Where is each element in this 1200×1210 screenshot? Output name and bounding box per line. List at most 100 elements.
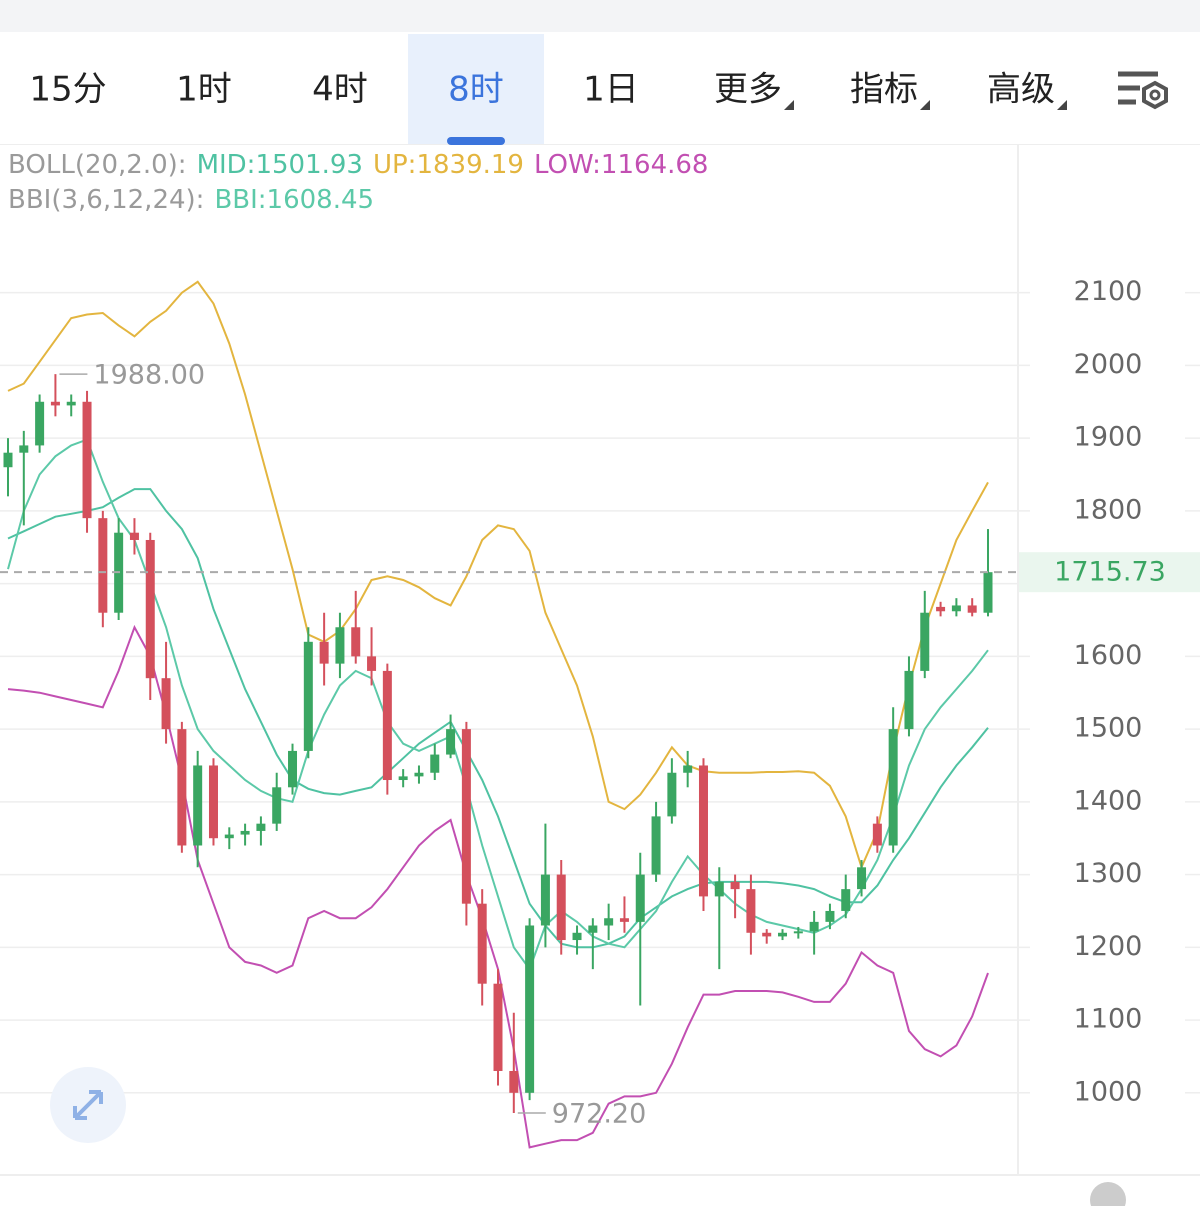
candle-body: [477, 903, 487, 984]
y-tick-label: 1600: [1074, 640, 1143, 671]
candle-body: [208, 765, 218, 839]
candle-body: [367, 656, 377, 671]
tab[interactable]: 指标: [850, 70, 918, 110]
candle-body: [936, 606, 946, 612]
candle-body: [288, 750, 298, 788]
candle-body: [256, 823, 266, 831]
candle-body: [303, 641, 313, 751]
extreme-label: 972.20: [552, 1099, 646, 1130]
candle-body: [967, 605, 977, 613]
legend: BOLL(20,2.0): MID:1501.93 UP:1839.19 LOW:11…: [8, 150, 708, 215]
candle-body: [446, 729, 456, 755]
candle-body: [667, 772, 677, 817]
candle-body: [762, 932, 772, 937]
y-tick-label: 2100: [1074, 276, 1143, 307]
tab[interactable]: 更多: [714, 70, 782, 110]
candle-body: [66, 401, 76, 406]
candle-body: [651, 816, 661, 875]
candle-body: [161, 678, 171, 730]
candle-body: [3, 452, 13, 468]
candle-body: [588, 925, 598, 933]
candle-body: [714, 881, 724, 897]
tab-divider: [0, 144, 1200, 145]
tab-underline: [447, 137, 505, 145]
candle-body: [414, 772, 424, 777]
candle-body: [82, 401, 92, 519]
candle-body: [778, 932, 788, 937]
candle-body: [857, 867, 867, 890]
candle-body: [841, 889, 851, 911]
candle-body: [129, 532, 139, 540]
candle-body: [145, 539, 155, 679]
candle-body: [509, 1070, 519, 1093]
candle-body: [951, 605, 961, 612]
legend-entry: LOW:1164.68: [534, 150, 708, 180]
tab-bar: 15分 1时 4时 8时 1日 更多 指标 高级: [29, 34, 1067, 145]
candle-body: [193, 765, 203, 846]
tab-highlight: [408, 34, 544, 144]
grid: 1000110012001300140015001600170018001900…: [0, 276, 1200, 1107]
candle-body: [793, 931, 803, 934]
candle-body: [430, 754, 440, 773]
candle-body: [540, 874, 550, 926]
legend-entry: UP:1839.19: [373, 150, 524, 180]
candle-body: [398, 776, 408, 781]
candle-body: [556, 874, 566, 941]
candle-body: [493, 983, 503, 1071]
legend-entry: MID:1501.93: [197, 150, 363, 180]
candles: [3, 374, 993, 1114]
dropdown-triangle: [784, 100, 794, 110]
candle-body: [177, 729, 187, 846]
tab[interactable]: 1时: [176, 70, 232, 110]
candle-body: [683, 765, 693, 773]
indicator-lines: [7, 280, 989, 1149]
tab[interactable]: 1日: [583, 70, 639, 110]
expand-button[interactable]: [50, 1067, 126, 1143]
candle-body: [920, 612, 930, 671]
candle-body: [619, 918, 629, 922]
tab[interactable]: 15分: [29, 70, 106, 110]
k-button[interactable]: [1090, 1182, 1126, 1210]
last-price-tag: [1019, 552, 1200, 593]
dropdown-triangle: [1057, 100, 1067, 110]
tab[interactable]: 高级: [987, 70, 1055, 110]
candle-body: [461, 729, 471, 904]
legend-row: BOLL(20,2.0): MID:1501.93 UP:1839.19 LOW:11…: [8, 150, 708, 180]
candle-body: [904, 670, 914, 730]
candle-body: [604, 918, 614, 926]
tab[interactable]: 4时: [312, 70, 368, 110]
y-tick-label: 1500: [1074, 713, 1143, 744]
indicator-line: [7, 488, 989, 949]
indicator-title: BBI(3,6,12,24):: [8, 185, 204, 215]
indicator-line: [7, 624, 989, 1149]
candle-body: [224, 834, 234, 839]
candle-body: [635, 874, 645, 922]
candle-body: [98, 518, 108, 613]
candle-body: [983, 572, 993, 613]
y-tick-label: 1200: [1074, 931, 1143, 962]
candle-body: [746, 889, 756, 933]
indicator-line: [7, 280, 989, 871]
candle-body: [730, 881, 740, 890]
y-tick-label: 1300: [1074, 858, 1143, 889]
candle-body: [525, 925, 535, 1093]
y-tick-label: 1400: [1074, 785, 1143, 816]
candle-body: [351, 627, 361, 657]
y-tick-label: 1000: [1074, 1076, 1143, 1107]
legend-row: BBI(3,6,12,24): BBI:1608.45: [8, 185, 374, 215]
dropdown-triangle: [920, 100, 930, 110]
candle-body: [872, 823, 882, 846]
y-tick-label: 1800: [1074, 494, 1143, 525]
candle-body: [335, 627, 345, 664]
extreme-label: 1988.00: [93, 360, 205, 391]
legend-entry: BBI:1608.45: [214, 185, 374, 215]
candle-body: [319, 641, 329, 664]
candle-body: [572, 932, 582, 941]
tab[interactable]: 8时: [448, 70, 504, 110]
status-strip: [0, 0, 1200, 32]
y-tick-label: 2000: [1074, 349, 1143, 380]
candle-body: [809, 921, 819, 932]
settings-icon[interactable]: [1118, 71, 1168, 110]
candle-body: [825, 910, 835, 922]
